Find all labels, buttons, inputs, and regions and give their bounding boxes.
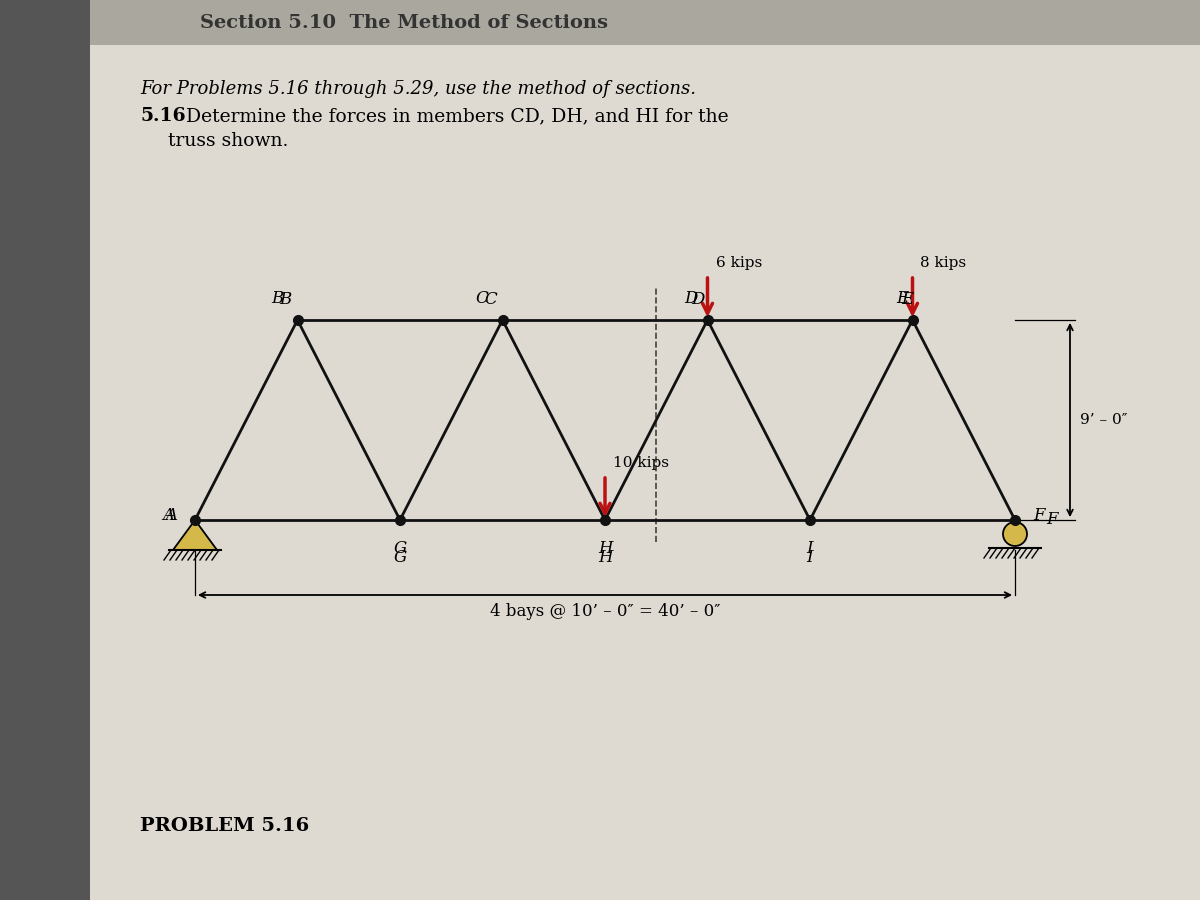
Text: D: D [684, 290, 697, 307]
Text: H: H [598, 549, 612, 566]
Text: H: H [598, 540, 612, 557]
Text: 6 kips: 6 kips [715, 256, 762, 270]
Text: A: A [162, 507, 174, 524]
Text: F: F [1045, 511, 1057, 528]
Text: Determine the forces in members CD, DH, and HI for the: Determine the forces in members CD, DH, … [186, 107, 728, 125]
Text: D: D [691, 291, 704, 308]
Text: PROBLEM 5.16: PROBLEM 5.16 [140, 817, 310, 835]
Polygon shape [90, 0, 1200, 45]
Text: 8 kips: 8 kips [920, 256, 967, 270]
Text: E: E [901, 291, 913, 308]
Text: 10 kips: 10 kips [613, 456, 670, 470]
Text: truss shown.: truss shown. [168, 132, 288, 150]
Text: G: G [394, 540, 407, 557]
Text: 9’ – 0″: 9’ – 0″ [1080, 413, 1128, 427]
Text: For Problems 5.16 through 5.29, use the method of sections.: For Problems 5.16 through 5.29, use the … [140, 80, 696, 98]
Text: A: A [166, 507, 178, 524]
Text: 4 bays @ 10’ – 0″ = 40’ – 0″: 4 bays @ 10’ – 0″ = 40’ – 0″ [490, 603, 720, 620]
Text: I: I [806, 549, 814, 566]
Circle shape [1003, 522, 1027, 546]
Text: 5.16: 5.16 [140, 107, 186, 125]
Polygon shape [173, 520, 217, 550]
Text: Section 5.10  The Method of Sections: Section 5.10 The Method of Sections [200, 14, 608, 32]
Text: F: F [1033, 507, 1044, 524]
Text: B: B [280, 291, 292, 308]
Text: C: C [484, 291, 497, 308]
Polygon shape [0, 0, 90, 900]
Text: I: I [806, 540, 814, 557]
Text: G: G [394, 549, 407, 566]
Polygon shape [90, 0, 1200, 900]
Text: E: E [896, 290, 908, 307]
Text: C: C [475, 290, 488, 307]
Text: B: B [271, 290, 283, 307]
